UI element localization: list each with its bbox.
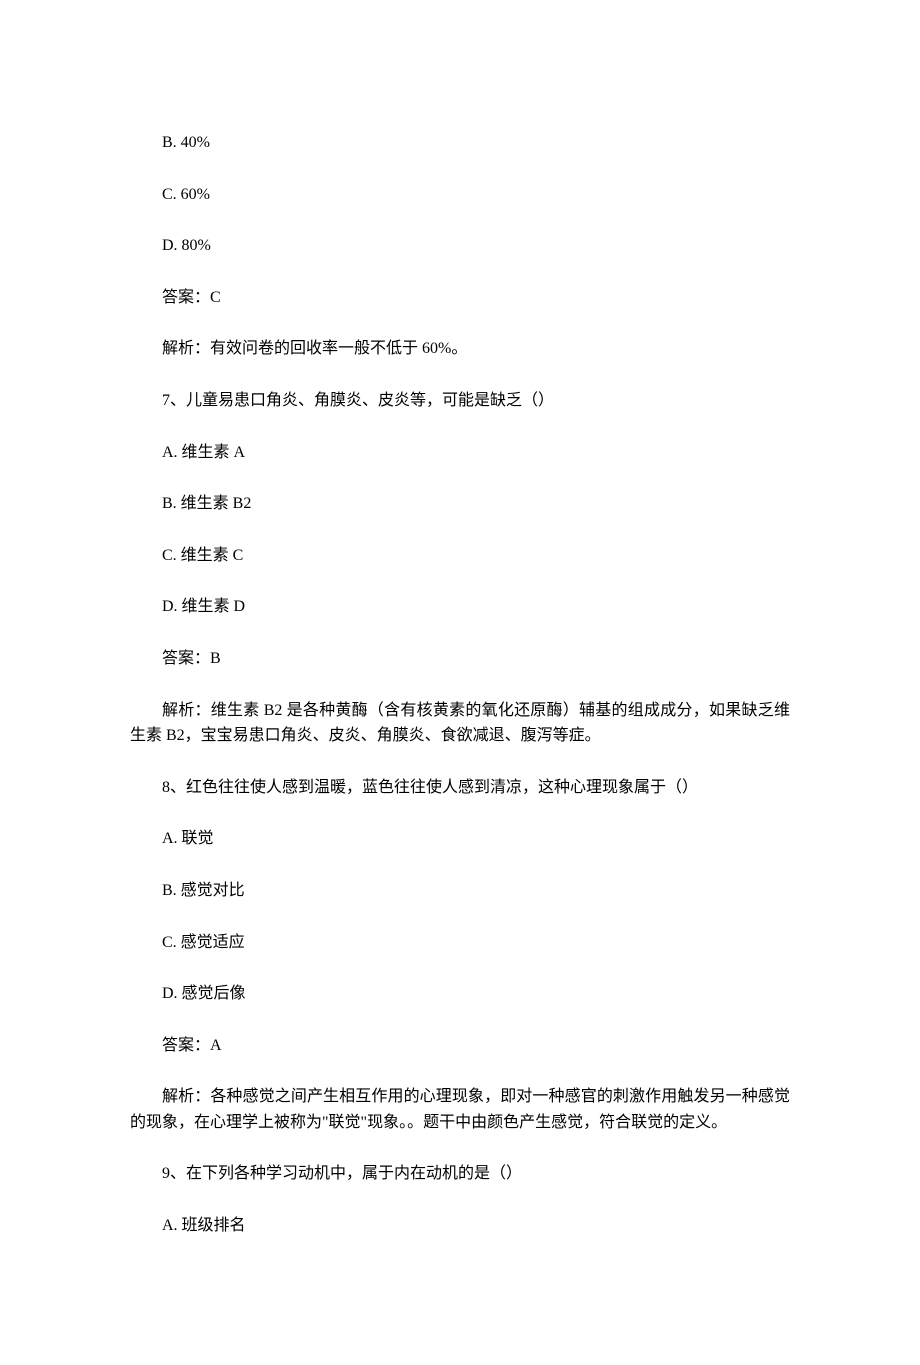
question-line: 7、儿童易患口角炎、角膜炎、皮炎等，可能是缺乏（）	[130, 388, 790, 414]
option-line: C. 60%	[130, 182, 790, 208]
explanation-paragraph: 解析：维生素 B2 是各种黄酶（含有核黄素的氧化还原酶）辅基的组成成分，如果缺乏…	[130, 698, 790, 749]
answer-line: 答案：C	[130, 285, 790, 311]
option-line: C. 感觉适应	[130, 930, 790, 956]
option-line: D. 感觉后像	[130, 981, 790, 1007]
option-line: C. 维生素 C	[130, 543, 790, 569]
document-body: B. 40% C. 60% D. 80% 答案：C 解析：有效问卷的回收率一般不低于 6…	[130, 130, 790, 1239]
question-line: 8、红色往往使人感到温暖，蓝色往往使人感到清凉，这种心理现象属于（）	[130, 775, 790, 801]
option-line: B. 感觉对比	[130, 878, 790, 904]
answer-line: 答案：B	[130, 646, 790, 672]
option-line: A. 维生素 A	[130, 440, 790, 466]
option-line: A. 班级排名	[130, 1213, 790, 1239]
option-line: B. 维生素 B2	[130, 491, 790, 517]
explanation-paragraph: 解析：各种感觉之间产生相互作用的心理现象，即对一种感官的刺激作用触发另一种感觉的…	[130, 1084, 790, 1135]
option-line: B. 40%	[130, 130, 790, 156]
answer-line: 答案：A	[130, 1033, 790, 1059]
option-line: D. 80%	[130, 233, 790, 259]
explanation-line: 解析：有效问卷的回收率一般不低于 60%。	[130, 336, 790, 362]
question-line: 9、在下列各种学习动机中，属于内在动机的是（）	[130, 1161, 790, 1187]
option-line: A. 联觉	[130, 826, 790, 852]
option-line: D. 维生素 D	[130, 594, 790, 620]
